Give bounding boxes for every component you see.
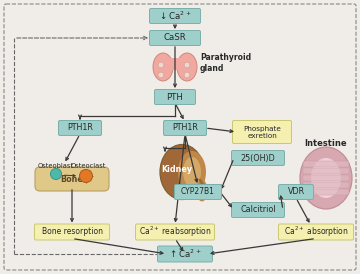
Text: Ca$^{2+}$ absorption: Ca$^{2+}$ absorption	[284, 225, 348, 239]
FancyBboxPatch shape	[167, 58, 183, 70]
FancyBboxPatch shape	[149, 30, 201, 45]
FancyBboxPatch shape	[279, 224, 354, 240]
FancyBboxPatch shape	[158, 246, 212, 262]
Text: Osteoclast: Osteoclast	[70, 163, 106, 169]
FancyBboxPatch shape	[303, 189, 349, 195]
Text: PTH1R: PTH1R	[172, 124, 198, 133]
Text: Phosphate
exretion: Phosphate exretion	[243, 125, 281, 138]
FancyBboxPatch shape	[175, 184, 221, 199]
Circle shape	[184, 62, 190, 68]
Text: VDR: VDR	[287, 187, 305, 196]
Ellipse shape	[300, 147, 352, 209]
FancyBboxPatch shape	[149, 8, 201, 24]
FancyBboxPatch shape	[163, 121, 207, 136]
Ellipse shape	[311, 158, 341, 198]
Text: Bone resorption: Bone resorption	[41, 227, 103, 236]
Text: Kidney: Kidney	[161, 165, 193, 175]
Text: $\uparrow$Ca$^{2+}$: $\uparrow$Ca$^{2+}$	[168, 248, 202, 260]
Ellipse shape	[153, 53, 173, 81]
Circle shape	[80, 170, 93, 182]
FancyBboxPatch shape	[303, 161, 349, 167]
FancyBboxPatch shape	[154, 90, 195, 104]
Text: CaSR: CaSR	[164, 33, 186, 42]
Ellipse shape	[183, 157, 201, 187]
Ellipse shape	[177, 53, 197, 81]
Text: PTH1R: PTH1R	[67, 124, 93, 133]
Text: Calcitriol: Calcitriol	[240, 206, 276, 215]
FancyBboxPatch shape	[279, 184, 314, 199]
Circle shape	[184, 72, 190, 78]
Text: Osteoblast: Osteoblast	[38, 163, 74, 169]
Ellipse shape	[178, 151, 206, 193]
Text: $\downarrow$Ca$^{2+}$: $\downarrow$Ca$^{2+}$	[158, 10, 192, 22]
FancyBboxPatch shape	[135, 224, 215, 240]
Text: CYP27B1: CYP27B1	[181, 187, 215, 196]
Circle shape	[50, 169, 62, 179]
FancyBboxPatch shape	[231, 202, 284, 218]
FancyBboxPatch shape	[233, 121, 292, 144]
FancyBboxPatch shape	[303, 175, 349, 181]
Text: Ca$^{2+}$ reabsorption: Ca$^{2+}$ reabsorption	[139, 225, 211, 239]
FancyBboxPatch shape	[231, 150, 284, 165]
FancyBboxPatch shape	[58, 121, 102, 136]
FancyBboxPatch shape	[303, 168, 349, 174]
Text: PTH: PTH	[167, 93, 184, 101]
FancyBboxPatch shape	[303, 182, 349, 188]
Circle shape	[158, 62, 164, 68]
FancyBboxPatch shape	[35, 224, 109, 240]
Text: 25(OH)D: 25(OH)D	[240, 153, 275, 162]
Text: Intestine: Intestine	[305, 138, 347, 147]
Text: Parathyroid
gland: Parathyroid gland	[200, 53, 251, 73]
Ellipse shape	[160, 144, 204, 199]
Text: Bone: Bone	[60, 175, 84, 184]
FancyBboxPatch shape	[35, 167, 109, 191]
Circle shape	[158, 72, 164, 78]
